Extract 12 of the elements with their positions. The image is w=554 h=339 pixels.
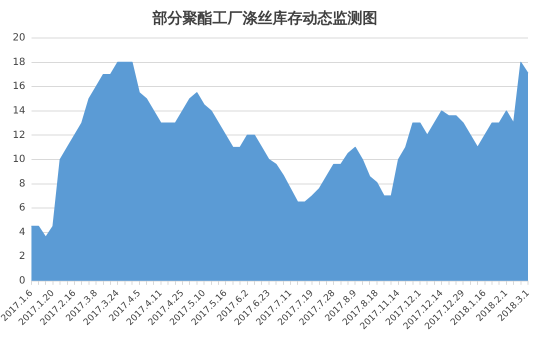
y-tick-label: 16 (12, 81, 26, 92)
y-tick-label: 2 (18, 251, 26, 262)
y-tick-label: 18 (12, 56, 26, 68)
y-tick-label: 14 (12, 105, 26, 116)
y-tick-label: 20 (12, 32, 26, 44)
y-tick-label: 12 (12, 130, 26, 141)
y-tick-label: 10 (12, 154, 26, 166)
chart-title: 部分聚酯工厂涤丝库存动态监测图 (152, 8, 378, 27)
y-tick-label: 4 (18, 226, 26, 238)
y-tick-label: 6 (18, 202, 26, 214)
y-tick-label: 8 (18, 178, 26, 190)
y-tick-label: 0 (18, 276, 26, 287)
